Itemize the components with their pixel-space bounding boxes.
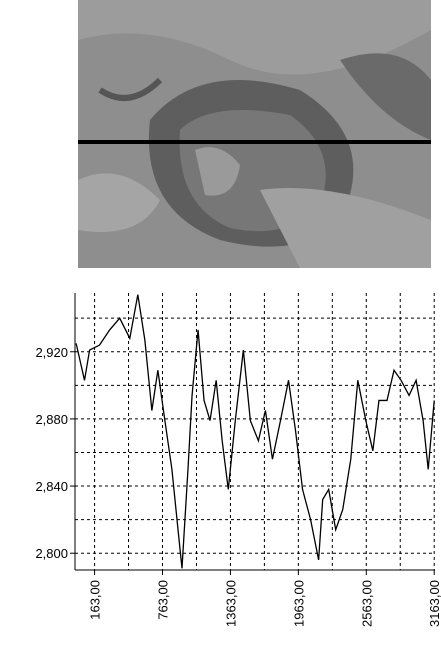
y-tick-label: 2,840 <box>35 479 68 494</box>
photo <box>78 0 431 268</box>
data-line <box>75 294 435 569</box>
x-tick-label: 1963,00 <box>291 580 306 627</box>
x-tick-label: 3163,00 <box>427 580 441 627</box>
x-tick-label: 163,00 <box>88 580 103 620</box>
x-tick-label: 1363,00 <box>223 580 238 627</box>
x-tick-label: 763,00 <box>156 580 171 620</box>
y-tick-label: 2,800 <box>35 546 68 561</box>
x-tick-label: 2563,00 <box>359 580 374 627</box>
y-tick-label: 2,920 <box>35 345 68 360</box>
y-tick-label: 2,880 <box>35 412 68 427</box>
